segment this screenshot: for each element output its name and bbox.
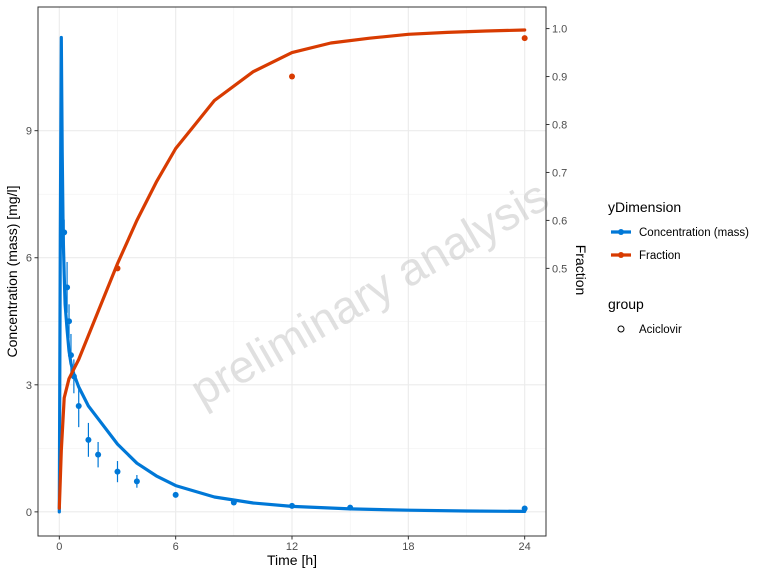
x-tick-label: 0 <box>56 541 62 553</box>
data-point <box>133 478 140 485</box>
data-point <box>289 502 295 509</box>
x-axis-title: Time [h] <box>267 552 317 568</box>
watermark-layer: preliminary analysis <box>181 169 557 416</box>
legend-swatch-point <box>618 252 624 258</box>
data-point <box>347 504 354 511</box>
y2-tick-label: 0.7 <box>552 167 567 179</box>
y-axis-title: Concentration (mass) [mg/l] <box>4 186 20 358</box>
y-tick-label: 9 <box>26 126 32 138</box>
data-point <box>521 505 528 512</box>
data-point <box>66 318 73 325</box>
data-point <box>114 265 121 272</box>
x-tick-label: 6 <box>173 541 179 553</box>
data-point <box>85 436 92 443</box>
legend: yDimension group Concentration (mass) Fra… <box>608 199 749 336</box>
y2-tick-label: 0.8 <box>552 120 567 132</box>
legend-shape-marker <box>617 325 625 333</box>
axes: 0 6 12 18 24 0 3 6 9 0.5 0.6 0.7 0.8 0.9 1.0 <box>26 24 567 553</box>
data-point <box>172 491 179 498</box>
data-point <box>67 352 74 359</box>
legend-shape-title: group <box>608 296 644 312</box>
data-point <box>61 229 68 236</box>
y-tick-label: 0 <box>26 507 32 519</box>
legend-entry-label: Fraction <box>639 250 681 262</box>
x-tick-label: 24 <box>519 541 531 553</box>
x-tick-label: 18 <box>402 541 414 553</box>
data-point <box>289 73 295 80</box>
data-point <box>230 499 237 506</box>
data-point <box>75 402 82 409</box>
y-tick-label: 3 <box>26 380 32 392</box>
y2-tick-label: 1.0 <box>552 24 567 36</box>
series <box>57 28 528 514</box>
series-line <box>57 28 527 510</box>
data-point <box>114 468 121 475</box>
y2-axis-title: Fraction <box>573 245 589 296</box>
legend-swatch-point <box>618 229 624 235</box>
y2-tick-label: 0.6 <box>552 215 567 227</box>
watermark-text: preliminary analysis <box>181 169 557 416</box>
y2-tick-label: 0.5 <box>552 263 567 275</box>
data-point <box>64 284 71 291</box>
legend-entry-label: Aciclovir <box>639 324 682 336</box>
legend-entry-label: Concentration (mass) <box>639 227 749 239</box>
y-tick-label: 6 <box>26 253 32 265</box>
legend-color-title: yDimension <box>608 199 681 215</box>
data-point <box>95 451 102 458</box>
x-tick-label: 12 <box>286 541 298 553</box>
data-point <box>521 35 528 42</box>
y2-tick-label: 0.9 <box>552 72 567 84</box>
